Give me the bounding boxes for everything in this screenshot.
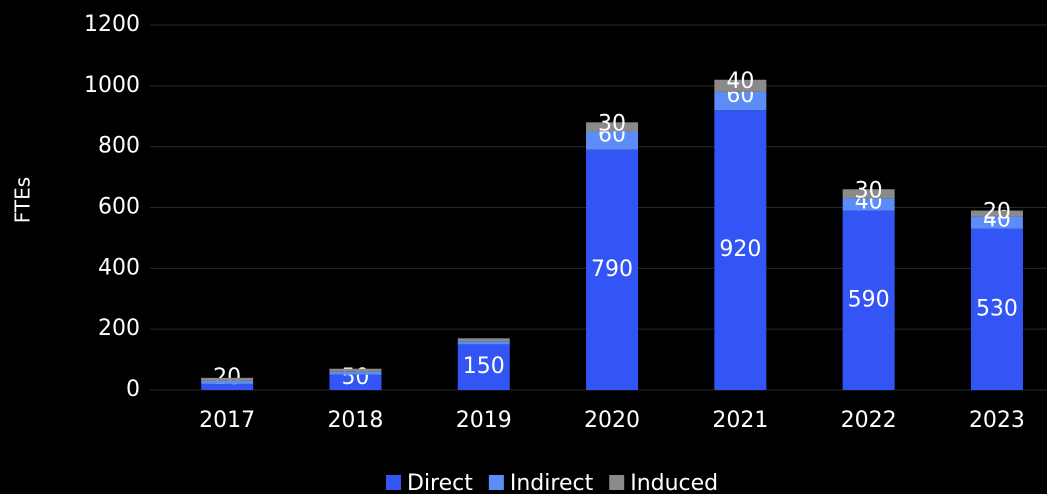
bar-segment [714, 91, 767, 111]
legend-swatch [488, 475, 504, 490]
bar-segment [329, 368, 382, 372]
bar-segment [457, 344, 510, 390]
bar-segment [842, 189, 895, 199]
legend-swatch [386, 475, 401, 490]
y-tick-label: 600 [98, 195, 140, 220]
data-label: 30 [598, 111, 626, 136]
legend-label: Induced [630, 471, 718, 494]
data-label: 590 [848, 287, 890, 312]
x-tick-label: 2020 [584, 408, 640, 433]
bar-segment [329, 371, 382, 375]
data-label: 20 [213, 365, 241, 390]
bar-segment [970, 228, 1023, 390]
data-label: 920 [719, 237, 761, 262]
x-tick-label: 2021 [712, 408, 768, 433]
data-label: 20 [983, 200, 1011, 225]
y-tick-label: 1200 [84, 12, 140, 37]
y-tick-label: 1000 [84, 73, 140, 98]
data-label: 40 [726, 69, 754, 94]
bar-segment [201, 377, 254, 381]
bar-segment [457, 338, 510, 342]
y-tick-label: 800 [98, 134, 140, 159]
bar-segment [714, 79, 767, 92]
bar-segment [201, 383, 254, 390]
bar-segment [329, 374, 382, 390]
legend-label: Indirect [510, 471, 594, 494]
bar-segment [457, 341, 510, 345]
y-axis-label: FTEs [11, 177, 35, 223]
bar-segment [586, 131, 639, 150]
x-tick-label: 2019 [456, 408, 512, 433]
legend-swatch [609, 475, 625, 490]
bar-segment [842, 210, 895, 390]
x-tick-label: 2023 [969, 408, 1025, 433]
bar-segment [586, 122, 639, 132]
x-tick-label: 2018 [327, 408, 383, 433]
y-tick-label: 0 [126, 377, 140, 402]
y-tick-label: 200 [98, 316, 140, 341]
bar-segment [586, 149, 639, 390]
bar-segment [714, 110, 767, 391]
bar-segment [842, 198, 895, 211]
x-tick-label: 2022 [841, 408, 897, 433]
y-tick-label: 400 [98, 255, 140, 280]
data-label: 790 [591, 257, 633, 282]
data-label: 150 [463, 354, 505, 379]
bar-segment [970, 216, 1023, 229]
bar-segment [970, 210, 1023, 217]
x-tick-label: 2017 [199, 408, 255, 433]
data-label: 530 [976, 296, 1018, 321]
legend-label: Direct [407, 471, 473, 494]
data-label: 30 [855, 178, 883, 203]
bar-segment [201, 380, 254, 384]
